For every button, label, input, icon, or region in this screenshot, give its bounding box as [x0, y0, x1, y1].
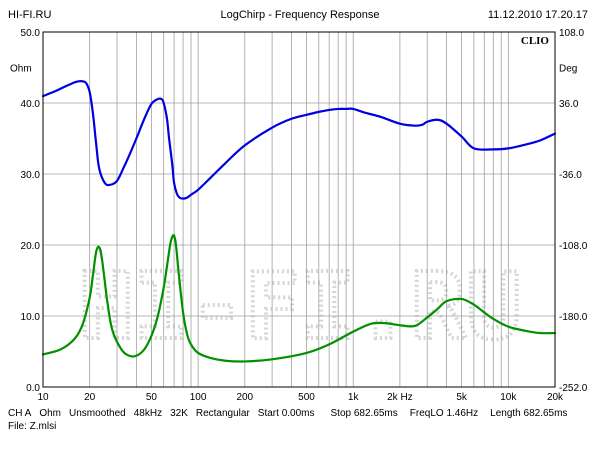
x-tick-label: 1k — [348, 392, 360, 403]
header-datetime: 11.12.2010 17.20.17 — [487, 9, 588, 21]
footer-window: Rectangular — [195, 408, 250, 419]
footer-freqlo: FreqLO 1.46Hz — [409, 408, 479, 419]
y-right-tick-label: -36.0 — [559, 170, 582, 181]
footer-length: Length 682.65ms — [490, 408, 568, 419]
x-tick-label: 50 — [146, 392, 158, 403]
plot-frame — [42, 31, 556, 388]
footer-unit: Ohm — [39, 408, 62, 419]
y-left-tick-label: 40.0 — [21, 99, 41, 110]
y-left-tick-label: 10.0 — [21, 312, 41, 323]
x-tick-label: 10 — [37, 392, 49, 403]
header-left: HI-FI.RU — [8, 9, 52, 21]
y-right-tick-label: -180.0 — [559, 312, 588, 323]
x-tick-label: 10k — [500, 392, 517, 403]
x-tick-label: 20 — [84, 392, 96, 403]
watermark: HI-FI.RU — [76, 251, 523, 362]
series-layer — [41, 80, 557, 363]
footer-file: File: Z.mlsi — [8, 421, 57, 432]
watermark-text: HI-FI.RU — [78, 253, 521, 360]
y-left-tick-label: 30.0 — [21, 170, 41, 181]
y-right-tick-label: -108.0 — [559, 241, 588, 252]
clio-brand-mark: CLIO — [521, 35, 550, 47]
y-left-tick-label: 20.0 — [21, 241, 41, 252]
footer-smoothing: Unsmoothed — [69, 408, 126, 419]
footer-channel: CH A — [8, 408, 32, 419]
x-tick-label: 200 — [236, 392, 253, 403]
footer-size: 32K — [170, 408, 188, 419]
y-right-tick-label: -252.0 — [559, 383, 588, 394]
phase-series-line — [41, 80, 557, 200]
x-tick-label: 20k — [547, 392, 564, 403]
x-tick-label: 100 — [190, 392, 207, 403]
x-tick-label: 500 — [298, 392, 315, 403]
chart-title: LogChirp - Frequency Response — [220, 9, 380, 21]
footer-start: Start 0.00ms — [257, 408, 315, 419]
y-left-tick-label: 50.0 — [21, 28, 41, 39]
tick-labels: 0.0 10.0 20.0 30.0 40.0 50.0 -252.0 -180.0 -108.… — [21, 28, 588, 403]
y-right-tick-label: 108.0 — [559, 28, 584, 39]
impedance-series-line — [41, 234, 557, 363]
footer-stop: Stop 682.65ms — [330, 408, 398, 419]
y-right-tick-label: 36.0 — [559, 99, 579, 110]
footer-samplerate: 48kHz — [133, 408, 163, 419]
x-tick-label: 2k Hz — [387, 392, 413, 403]
y-right-unit: Deg — [559, 64, 577, 75]
y-left-unit: Ohm — [10, 64, 32, 75]
footer-settings: CH A Ohm Unsmoothed 48kHz 32K Rectangular Star… — [8, 408, 567, 419]
y-left-tick-label: 0.0 — [26, 383, 40, 394]
x-tick-label: 5k — [456, 392, 468, 403]
